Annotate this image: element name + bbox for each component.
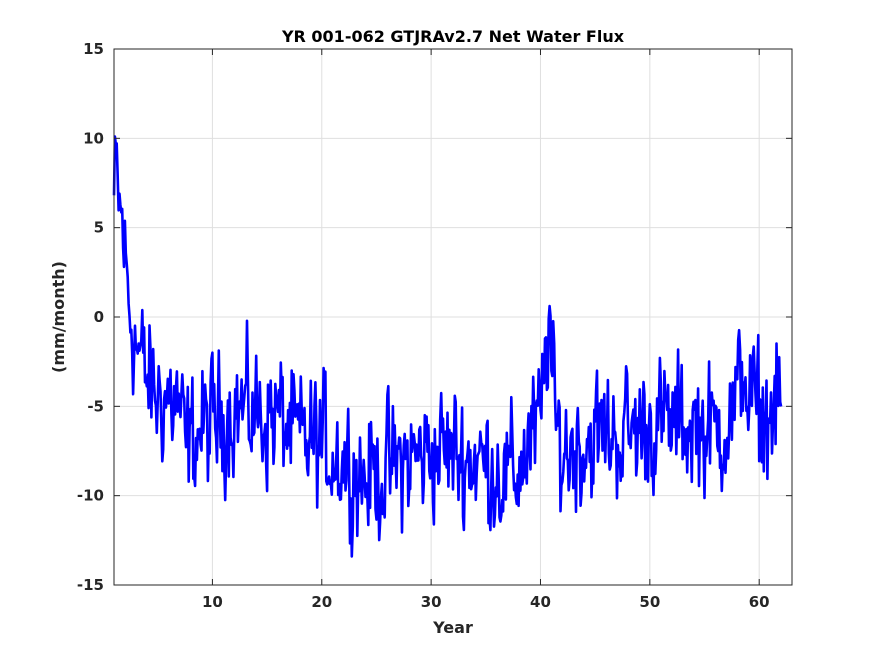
y-tick-label: 10	[83, 129, 104, 147]
x-tick-labels: 10 20 30 40 50 60	[202, 593, 770, 611]
chart-title: YR 001-062 GTJRAv2.7 Net Water Flux	[281, 27, 625, 46]
y-tick-label: -15	[77, 576, 104, 594]
y-tick-label: -10	[77, 487, 104, 505]
y-tick-label: -5	[87, 397, 104, 415]
x-tick-label: 40	[530, 593, 551, 611]
series-layer	[112, 135, 783, 558]
y-tick-label: 5	[94, 219, 104, 237]
x-tick-label: 60	[749, 593, 770, 611]
ticks	[114, 48, 792, 586]
y-axis-title: (mm/month)	[49, 261, 68, 373]
x-tick-label: 50	[639, 593, 660, 611]
y-tick-label: 0	[94, 308, 104, 326]
x-tick-label: 20	[311, 593, 332, 611]
y-tick-label: 15	[83, 40, 104, 58]
x-tick-label: 10	[202, 593, 223, 611]
x-tick-label: 30	[421, 593, 442, 611]
series-line	[112, 135, 783, 558]
y-tick-labels: -15 -10 -5 0 5 10 15	[77, 40, 104, 594]
x-axis-title: Year	[432, 618, 473, 637]
